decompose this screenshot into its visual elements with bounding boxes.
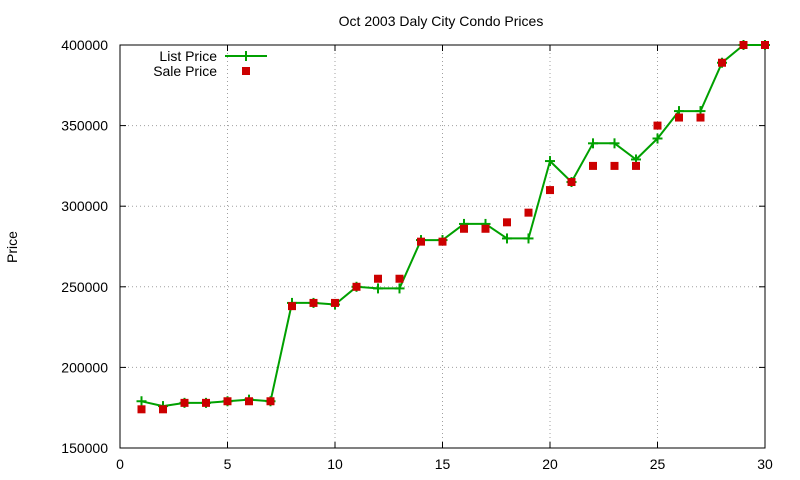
y-tick-label: 300000 xyxy=(61,198,108,214)
ticks-layer: 0 5 10 15 20 25 30 150000 200000 250000 300000 3500… xyxy=(61,37,773,472)
sale-price-point xyxy=(460,224,468,233)
list-price-point xyxy=(588,138,598,149)
sale-price-point xyxy=(352,282,361,291)
list-price-point xyxy=(502,233,512,244)
sale-price-point xyxy=(245,397,253,406)
list-price-point xyxy=(652,133,663,144)
x-tick-label: 0 xyxy=(116,456,124,472)
list-price-point xyxy=(523,233,534,244)
sale-price-point xyxy=(653,121,662,130)
legend-marker-sale-price xyxy=(242,67,250,75)
y-tick-label: 400000 xyxy=(61,37,108,53)
sale-price-point xyxy=(503,218,511,227)
y-tick-label: 250000 xyxy=(61,279,108,295)
sale-price-point xyxy=(180,398,189,407)
sale-price-point xyxy=(739,41,748,49)
sale-price-point xyxy=(696,113,705,122)
y-tick-label: 150000 xyxy=(61,440,108,456)
sale-price-point xyxy=(524,208,533,217)
list-price-point xyxy=(609,138,620,149)
sale-price-point xyxy=(610,161,619,170)
x-tick-label: 5 xyxy=(224,456,232,472)
grid-layer xyxy=(120,45,765,448)
sale-price-point xyxy=(288,302,296,311)
series-layer xyxy=(136,40,770,414)
sale-price-point xyxy=(223,397,232,406)
x-tick-label: 10 xyxy=(327,456,343,472)
legend-label-list-price: List Price xyxy=(159,48,217,64)
sale-price-point xyxy=(159,405,167,414)
x-tick-label: 15 xyxy=(435,456,451,472)
sale-price-point xyxy=(266,397,275,406)
x-tick-label: 25 xyxy=(650,456,666,472)
legend-marker-list-price xyxy=(241,51,251,61)
sale-price-point xyxy=(675,113,683,122)
sale-price-point xyxy=(137,405,146,414)
list-price-point xyxy=(545,156,555,167)
list-price-point xyxy=(394,283,405,294)
y-tick-label: 350000 xyxy=(61,118,108,134)
sale-price-point xyxy=(761,41,769,49)
sale-price-point xyxy=(567,178,576,187)
sale-price-point xyxy=(438,237,447,246)
sale-price-point xyxy=(309,298,318,307)
sale-price-point xyxy=(374,274,382,283)
list-price-point xyxy=(136,396,147,407)
sale-price-point xyxy=(632,161,640,170)
list-price-point xyxy=(373,283,383,294)
sale-price-point xyxy=(395,274,404,283)
sale-price-point xyxy=(589,161,597,170)
sale-price-point xyxy=(718,58,726,67)
sale-price-point xyxy=(546,186,554,195)
legend: List Price Sale Price xyxy=(153,48,267,79)
legend-label-sale-price: Sale Price xyxy=(153,63,217,79)
list-price-line xyxy=(141,44,765,408)
x-tick-label: 20 xyxy=(542,456,558,472)
y-tick-label: 200000 xyxy=(61,359,108,375)
sale-price-point xyxy=(331,298,339,307)
sale-price-point xyxy=(202,398,210,407)
y-axis-label: Price xyxy=(4,231,20,263)
chart-title: Oct 2003 Daly City Condo Prices xyxy=(339,13,544,29)
sale-price-point xyxy=(481,224,490,233)
x-tick-label: 30 xyxy=(757,456,773,472)
sale-price-point xyxy=(417,237,425,246)
